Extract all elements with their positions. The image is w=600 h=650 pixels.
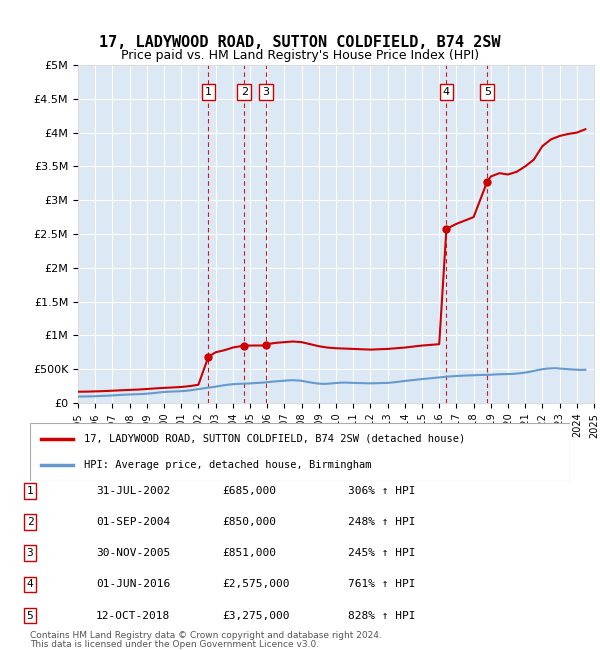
Text: 12-OCT-2018: 12-OCT-2018 [96,610,170,621]
Text: 4: 4 [443,87,450,97]
Text: 4: 4 [26,579,34,590]
Text: Contains HM Land Registry data © Crown copyright and database right 2024.: Contains HM Land Registry data © Crown c… [30,631,382,640]
Text: £3,275,000: £3,275,000 [222,610,290,621]
Text: £685,000: £685,000 [222,486,276,496]
Text: Price paid vs. HM Land Registry's House Price Index (HPI): Price paid vs. HM Land Registry's House … [121,49,479,62]
Text: 828% ↑ HPI: 828% ↑ HPI [348,610,415,621]
Text: 30-NOV-2005: 30-NOV-2005 [96,548,170,558]
Text: £851,000: £851,000 [222,548,276,558]
Text: 01-JUN-2016: 01-JUN-2016 [96,579,170,590]
Text: 31-JUL-2002: 31-JUL-2002 [96,486,170,496]
Text: 01-SEP-2004: 01-SEP-2004 [96,517,170,527]
FancyBboxPatch shape [30,422,570,481]
Text: 306% ↑ HPI: 306% ↑ HPI [348,486,415,496]
Text: 2: 2 [241,87,248,97]
Text: £2,575,000: £2,575,000 [222,579,290,590]
Text: 17, LADYWOOD ROAD, SUTTON COLDFIELD, B74 2SW: 17, LADYWOOD ROAD, SUTTON COLDFIELD, B74… [99,34,501,50]
Text: 248% ↑ HPI: 248% ↑ HPI [348,517,415,527]
Text: 761% ↑ HPI: 761% ↑ HPI [348,579,415,590]
Text: 245% ↑ HPI: 245% ↑ HPI [348,548,415,558]
Text: HPI: Average price, detached house, Birmingham: HPI: Average price, detached house, Birm… [84,460,371,469]
Text: £850,000: £850,000 [222,517,276,527]
Text: 1: 1 [205,87,212,97]
Text: 3: 3 [262,87,269,97]
Text: 17, LADYWOOD ROAD, SUTTON COLDFIELD, B74 2SW (detached house): 17, LADYWOOD ROAD, SUTTON COLDFIELD, B74… [84,434,465,444]
Text: 3: 3 [26,548,34,558]
Text: 5: 5 [26,610,34,621]
Text: 5: 5 [484,87,491,97]
Text: 1: 1 [26,486,34,496]
Text: This data is licensed under the Open Government Licence v3.0.: This data is licensed under the Open Gov… [30,640,319,649]
Text: 2: 2 [26,517,34,527]
